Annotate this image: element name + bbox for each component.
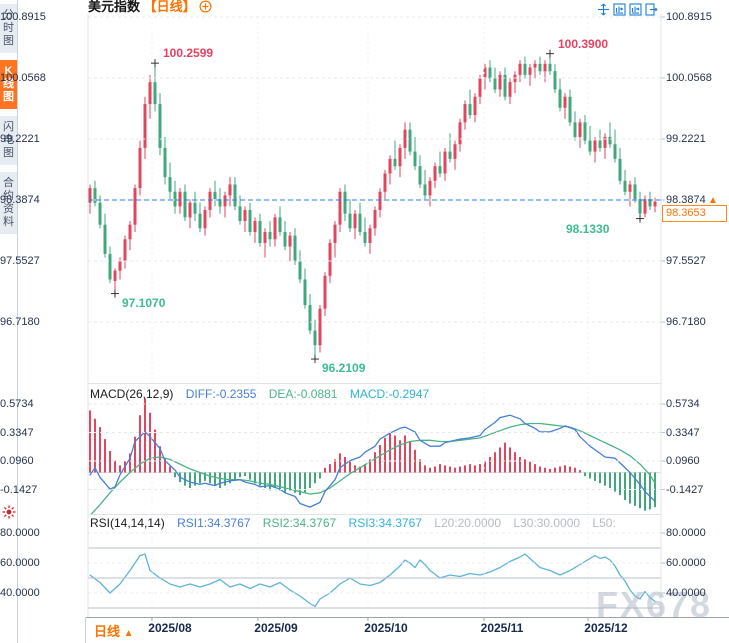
price-axis-label: 99.2221 [0, 132, 40, 145]
x-axis-month-label: 2025/12 [584, 621, 628, 635]
rsi3-value: RSI3:34.3767 [348, 516, 422, 530]
macd-axis-label: 0.3347 [0, 426, 34, 439]
rsi-axis-label: 60.0000 [0, 557, 40, 569]
price-axis-label: 100.8915 [0, 11, 46, 23]
rsi-l30-label: L30:30.0000 [513, 516, 581, 530]
price-axis-label: 96.7180 [666, 315, 706, 328]
x-axis-month-label: 2025/08 [148, 621, 192, 635]
macd-diff-value: DIFF:-0.2355 [185, 387, 257, 401]
period-selector[interactable]: 日线 ▲ [94, 621, 134, 640]
crosshair-icon[interactable] [597, 3, 610, 17]
price-axis-label: 100.8915 [666, 11, 712, 23]
rsi-axis-label: 40.0000 [666, 587, 706, 599]
price-axis-label: 97.5527 [666, 254, 706, 267]
zoom-range-left-icon[interactable] [613, 3, 626, 17]
pan-right-icon[interactable] [645, 3, 658, 17]
macd-axis-label: -0.1427 [666, 483, 704, 496]
macd-value: MACD:-0.2947 [349, 387, 430, 401]
rsi-header: RSI(14,14,14) RSI1:34.3767 RSI2:34.3767 … [90, 516, 625, 530]
sidebar-tab-3[interactable]: 闪电图 [0, 116, 17, 165]
macd-axis-label: 0.3347 [666, 426, 700, 439]
x-axis-month-label: 2025/09 [254, 621, 298, 635]
low-price-annotation: 96.2109 [322, 361, 366, 376]
rsi-axis-label: 80.0000 [666, 527, 706, 539]
macd-dea-value: DEA:-0.0881 [268, 387, 338, 401]
rsi-axis-label: 40.0000 [0, 587, 40, 599]
high-price-annotation: 100.2599 [163, 46, 214, 61]
low-price-annotation: 98.1330 [566, 221, 610, 236]
watermark: FX678 [596, 584, 713, 625]
rsi-params: RSI(14,14,14) [90, 516, 165, 530]
price-axis-label: 100.0568 [0, 71, 46, 84]
rsi-l50-label: L50: [592, 516, 616, 530]
price-axis-label: 97.5527 [0, 254, 40, 267]
chevron-up-icon: ▲ [123, 628, 134, 639]
x-axis-month-label: 2025/10 [364, 621, 408, 635]
macd-params: MACD(26,12,9) [90, 387, 174, 401]
alert-burst-icon[interactable] [2, 505, 16, 524]
page-title: 美元指数 [88, 0, 141, 14]
macd-axis-label: 0.5734 [666, 398, 700, 411]
x-axis-month-label: 2025/11 [480, 621, 524, 635]
price-axis-label: 99.2221 [666, 132, 706, 145]
rsi-axis-label: 60.0000 [666, 557, 706, 569]
macd-axis-label: 0.0960 [0, 455, 34, 468]
price-axis-label: 100.0568 [666, 71, 712, 84]
macd-header: MACD(26,12,9) DIFF:-0.2355 DEA:-0.0881 M… [90, 387, 438, 401]
rsi-l20-label: L20:20.0000 [434, 516, 501, 530]
price-axis-label: 98.3874 [666, 193, 706, 206]
sidebar: 分时图 K线图闪电图合约资料 [0, 0, 18, 643]
price-axis-label: 96.7180 [0, 315, 40, 328]
sidebar-tab-1[interactable]: 分时图 [0, 4, 17, 53]
rsi1-value: RSI1:34.3767 [177, 516, 251, 530]
circle-plus-icon[interactable] [199, 0, 212, 13]
rsi-axis-label: 80.0000 [0, 527, 40, 539]
macd-axis-label: 0.0960 [666, 455, 700, 468]
price-axis-label: 98.3874 [0, 193, 40, 206]
chart-title-row: 美元指数 【日线】 [88, 0, 212, 14]
sidebar-tab-4[interactable]: 合约资料 [0, 172, 17, 234]
macd-axis-label: 0.5734 [0, 398, 34, 411]
period-selector-label: 日线 [94, 624, 121, 639]
macd-axis-label: -0.1427 [0, 483, 38, 496]
rsi2-value: RSI2:34.3767 [262, 516, 337, 530]
period-tag: 【日线】 [143, 0, 196, 14]
high-price-annotation: 100.3900 [558, 36, 609, 51]
last-price-badge: 98.3653 [662, 205, 727, 222]
zoom-range-right-icon[interactable] [629, 3, 642, 17]
chart-toolbar [597, 3, 658, 17]
low-price-annotation: 97.1070 [122, 295, 166, 310]
sidebar-tab-2[interactable]: K线图 [0, 60, 17, 109]
price-up-arrow-icon: ▲ [708, 195, 718, 206]
